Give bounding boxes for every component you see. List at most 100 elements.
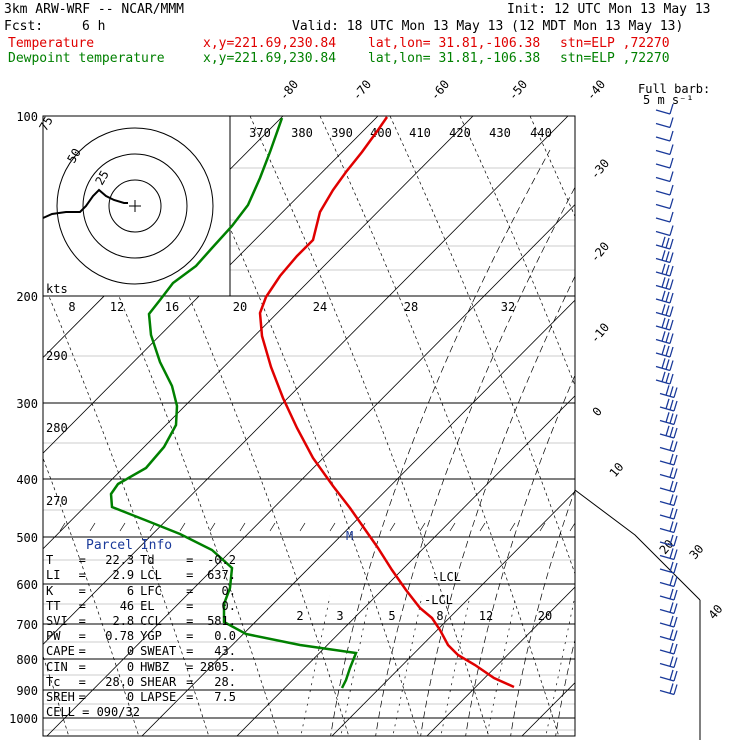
model-title: 3km ARW-WRF -- NCAR/MMM xyxy=(4,2,185,17)
parcel-info-cell: = xyxy=(186,690,194,705)
parcel-info-row: TT = 46 EL = 0. xyxy=(46,599,236,614)
parcel-info-cell: = xyxy=(186,583,194,598)
parcel-info-cell: 2805. xyxy=(199,659,236,674)
parcel-info-cell: T xyxy=(46,553,54,568)
temperature-label: -80 xyxy=(277,77,302,103)
parcel-info-cell: SHEAR xyxy=(140,674,177,689)
temperature-label: 30 xyxy=(687,542,707,562)
moist-adiabat xyxy=(330,149,551,736)
parcel-info-cell: 43. xyxy=(214,644,236,659)
wind-tick xyxy=(59,522,66,532)
pressure-label: 100 xyxy=(16,110,38,124)
wind-barb xyxy=(659,561,678,574)
parcel-info-cell: 22.3 xyxy=(105,553,135,568)
theta-label: 380 xyxy=(291,126,313,140)
wind-barb xyxy=(659,494,678,507)
parcel-info-cell: = xyxy=(186,598,194,613)
wind-barb xyxy=(655,184,674,196)
parcel-info-cell: = xyxy=(186,629,194,644)
wind-barbs xyxy=(655,103,678,696)
hodograph-axis-label: 8 xyxy=(68,300,75,314)
xy-temp: x,y=221.69,230.84 xyxy=(203,36,337,51)
isotherm xyxy=(426,586,575,736)
wind-barb xyxy=(655,103,674,115)
parcel-info-cell: = xyxy=(186,659,194,674)
isotherm xyxy=(46,204,575,736)
temperature-label: -50 xyxy=(506,77,531,103)
wind-barb xyxy=(655,358,674,372)
chart-frame xyxy=(42,115,576,737)
mixing-ratio-label: 3 xyxy=(336,609,343,623)
dry-adiabat xyxy=(389,116,575,575)
wind-barb xyxy=(659,534,678,547)
mixing-ratio-label: 8 xyxy=(436,609,443,623)
wind-barb xyxy=(659,440,678,453)
parcel-info-cell: SWEAT xyxy=(140,644,177,659)
parcel-info-cell: = xyxy=(78,553,86,568)
mixing-ratio-label: 20 xyxy=(538,609,552,623)
parcel-info-cell: 0. xyxy=(221,583,236,598)
lower-extension xyxy=(574,489,701,740)
parcel-info-cell: -0.2 xyxy=(207,553,236,568)
parcel-info-cell: = xyxy=(78,568,86,583)
parcel-info-cell: = xyxy=(186,553,194,568)
theta-label: 390 xyxy=(331,126,353,140)
isotherm xyxy=(236,395,575,736)
hodograph-ring-label: 75 xyxy=(36,114,55,134)
temperature-label: -20 xyxy=(588,239,613,265)
xy-dew: x,y=221.69,230.84 xyxy=(203,51,337,66)
wind-barb xyxy=(659,398,678,412)
parcel-info-cell: = xyxy=(186,674,194,689)
parcel-info-cell: 28. xyxy=(214,674,236,689)
parcel-info-cell: CAPE xyxy=(46,644,75,659)
wind-barb xyxy=(655,198,674,210)
parcel-info-cell: 28.0 xyxy=(105,674,135,689)
parcel-info-cell: 0.0 xyxy=(214,629,236,644)
parcel-info-cell: = xyxy=(186,614,194,629)
parcel-info-cell: 2.8 xyxy=(112,614,135,629)
parcel-info-cell: 0.78 xyxy=(105,629,135,644)
parcel-info-cell: = xyxy=(78,644,86,659)
wind-barb xyxy=(659,507,678,520)
parcel-info-cell: = xyxy=(78,674,86,689)
wind-barb xyxy=(655,304,674,318)
mixing-ratio-label: 2 xyxy=(296,609,303,623)
wind-key-unit: 5 m s⁻¹ xyxy=(643,93,694,107)
parcel-info-cell: 2.9 xyxy=(112,568,135,583)
lcl-label: -LCL xyxy=(432,570,461,584)
wind-barb xyxy=(655,344,674,358)
wind-tick xyxy=(119,522,126,532)
parcel-info-cell: Td xyxy=(140,553,155,568)
isotherm xyxy=(43,116,569,645)
wind-barb xyxy=(655,130,674,142)
parcel-info-row: SVI = 2.8 CCL = 581. xyxy=(46,614,236,629)
theta-label: 440 xyxy=(530,126,552,140)
parcel-info-cell: = xyxy=(78,659,86,674)
hodograph-axis-label: 16 xyxy=(165,300,179,314)
isotherm xyxy=(141,299,575,736)
isotherm xyxy=(331,490,575,736)
parcel-info-cell: 637. xyxy=(207,568,236,583)
isotherm xyxy=(43,116,379,454)
parcel-info-row: K = 6 LFC = 0. xyxy=(46,584,236,599)
parcel-info-row: T = 22.3 Td = -0.2 xyxy=(46,553,236,568)
parcel-info-cell: 46 xyxy=(119,598,135,613)
dry-adiabat xyxy=(249,116,490,736)
dry-adiabat xyxy=(459,116,575,387)
hodograph-ring-label: 25 xyxy=(92,168,111,188)
wind-tick xyxy=(329,522,336,532)
wind-tick xyxy=(539,522,546,532)
wind-tick xyxy=(479,522,486,532)
parcel-info-cell: 0 xyxy=(126,659,135,674)
wind-tick xyxy=(449,522,456,532)
wind-barb xyxy=(655,263,674,277)
parcel-info-cell: 0 xyxy=(126,644,135,659)
wind-tick xyxy=(419,522,426,532)
parcel-info-cell: LI xyxy=(46,568,61,583)
parcel-info-cell: = xyxy=(186,644,194,659)
pressure-label: 200 xyxy=(16,290,38,304)
theta-left-label: 280 xyxy=(46,421,68,435)
wind-barb xyxy=(655,171,674,183)
wind-barb xyxy=(659,548,678,561)
dewpoint-legend: Dewpoint temperature xyxy=(8,51,165,66)
